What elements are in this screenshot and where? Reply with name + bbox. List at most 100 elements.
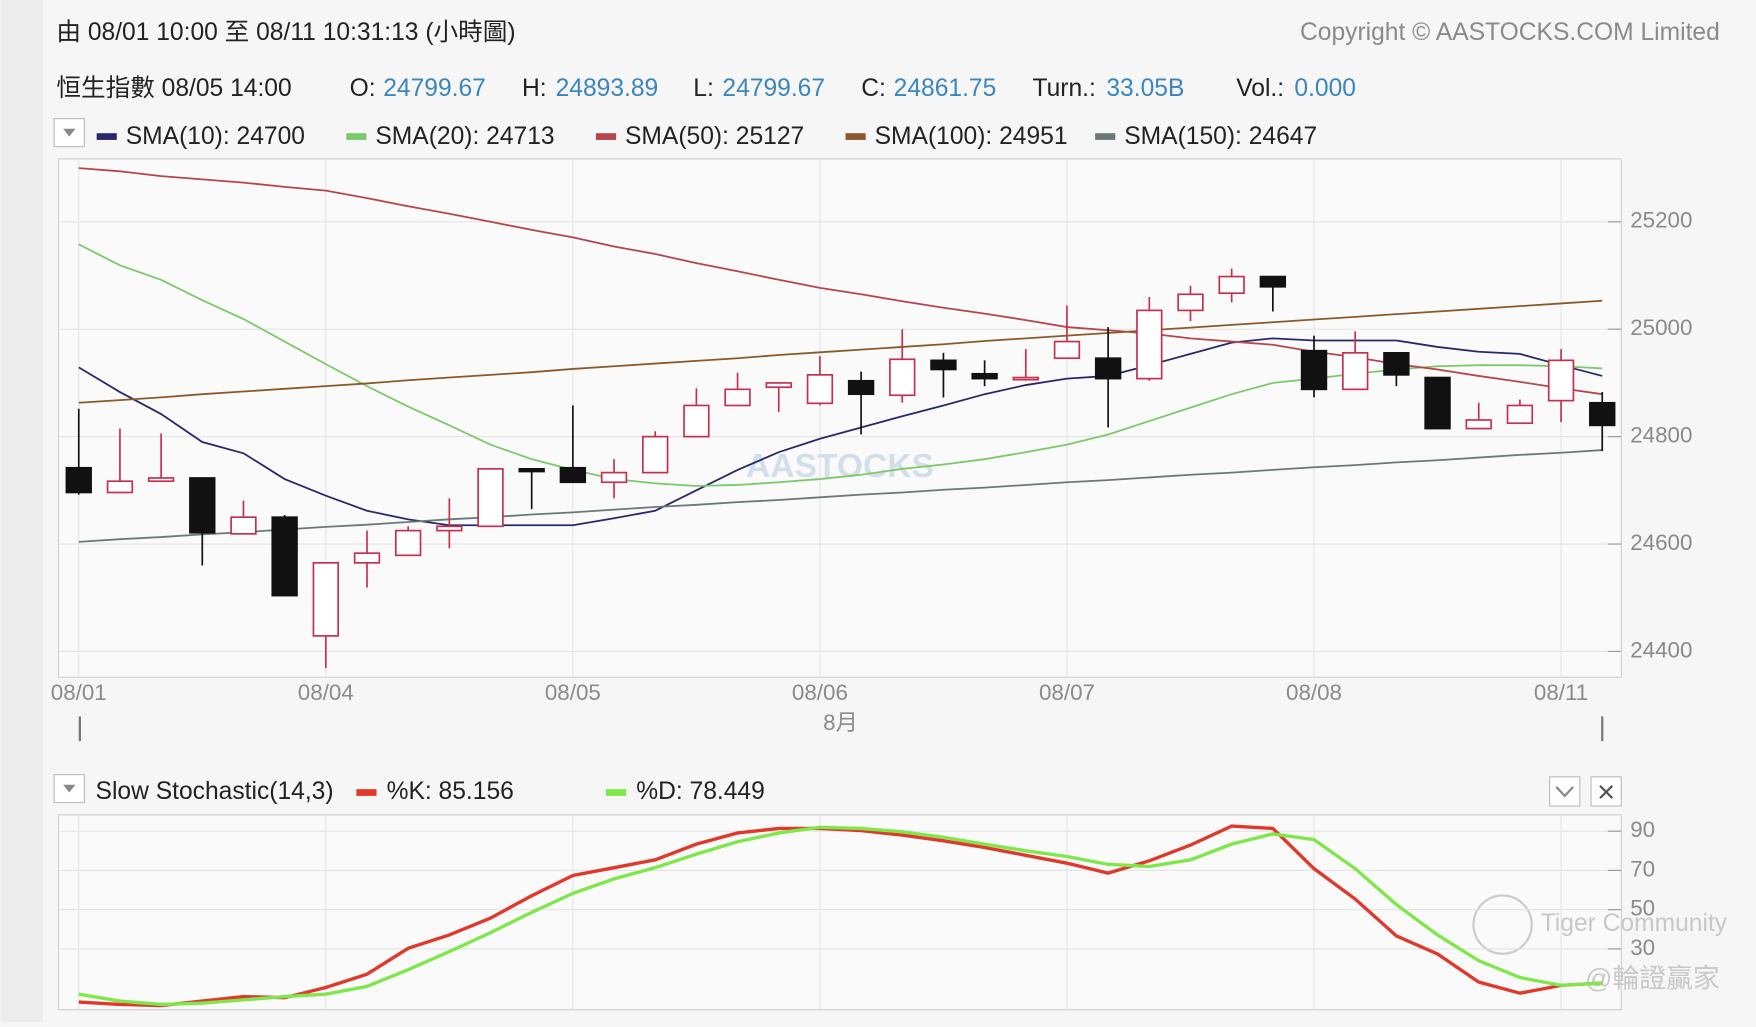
candle-body: [147, 477, 175, 483]
field-label: L:: [693, 75, 714, 102]
field-label: O:: [350, 75, 376, 102]
candle-body: [600, 471, 628, 484]
price-plot: [58, 158, 1622, 678]
legend-label: SMA(50): 25127: [625, 123, 804, 150]
collapse-icon: [1555, 786, 1574, 798]
y-tick-label: 24600: [1630, 530, 1692, 555]
field-label: H:: [522, 75, 547, 102]
candle-body: [230, 516, 257, 535]
range-title: 由 08/01 10:00 至 08/11 10:31:13 (小時圖): [56, 18, 515, 46]
candle-body: [1547, 359, 1575, 402]
dropdown-arrow: [63, 128, 76, 137]
dropdown-button[interactable]: [53, 118, 85, 148]
legend-swatch: [1095, 133, 1116, 140]
candle-body: [765, 382, 792, 389]
legend-swatch: [845, 133, 866, 140]
watermark: @輪證贏家: [1585, 964, 1720, 994]
candle-body: [1136, 309, 1163, 380]
watermark: Tiger Community: [1541, 910, 1728, 937]
y-tick-label: 90: [1630, 817, 1655, 842]
candle-body: [353, 552, 381, 564]
candle-body: [724, 388, 751, 407]
candle-body: [1341, 351, 1369, 391]
candle-body: [1053, 340, 1081, 360]
copyright: Copyright © AASTOCKS.COM Limited: [1300, 19, 1720, 46]
candle-body: [189, 477, 216, 534]
candle-body: [1506, 404, 1534, 425]
candle-body: [106, 480, 134, 494]
legend-swatch: [346, 133, 367, 140]
y-tick-label: 24800: [1630, 423, 1692, 448]
candle-body: [683, 404, 710, 438]
candle-body: [1383, 351, 1410, 376]
candle-body: [1424, 376, 1451, 430]
candle-body: [1177, 293, 1204, 312]
y-tick-label: 25000: [1630, 315, 1692, 340]
candle-body: [436, 525, 463, 532]
legend-swatch: [605, 789, 627, 796]
field-value: 24861.75: [894, 75, 997, 102]
legend-swatch: [595, 133, 617, 140]
candle-body: [1300, 349, 1328, 391]
side-strip: [0, 0, 43, 1022]
x-tick-label: 08/06: [792, 680, 848, 705]
y-tick-label: 70: [1630, 856, 1655, 881]
dropdown-arrow: [63, 784, 76, 793]
legend-swatch: [356, 789, 377, 796]
sma-line: [78, 337, 1603, 527]
field-label: Turn.:: [1032, 75, 1095, 102]
collapse-button[interactable]: [1549, 776, 1581, 807]
legend-label: SMA(20): 24713: [375, 123, 554, 150]
stoch-plot: [58, 814, 1622, 1011]
candle-body: [394, 529, 422, 557]
candle-body: [1012, 376, 1039, 381]
field-value: 24799.67: [383, 75, 486, 102]
field-value: 24799.67: [722, 75, 825, 102]
watermark: AASTOCKS: [746, 448, 934, 485]
x-tick-label: 08/11: [1534, 680, 1588, 705]
close-icon: [1599, 785, 1614, 799]
y-tick-label: 50: [1630, 896, 1655, 921]
candle-body: [971, 372, 998, 380]
legend-label: SMA(150): 24647: [1124, 123, 1317, 150]
field-value: 24893.89: [556, 75, 659, 102]
candle-body: [1465, 419, 1492, 430]
field-value: 33.05B: [1106, 75, 1184, 102]
x-tick-label: 08/08: [1286, 680, 1342, 705]
candle-body: [1259, 275, 1287, 288]
index-time: 恒生指數 08/05 14:00: [56, 74, 291, 102]
y-tick-label: 24400: [1630, 637, 1692, 662]
legend-swatch: [96, 133, 117, 140]
field-label: Vol.:: [1236, 75, 1284, 102]
candle-body: [806, 374, 834, 405]
sma-line: [78, 299, 1603, 404]
candle-body: [889, 358, 916, 397]
sma-line: [78, 449, 1603, 543]
candle-body: [312, 561, 340, 637]
candle-body: [642, 435, 669, 474]
legend-label: %K: 85.156: [387, 778, 514, 805]
y-tick-label: 30: [1630, 935, 1655, 960]
watermark-logo: [1472, 894, 1533, 955]
legend-label: SMA(10): 24700: [126, 123, 305, 150]
field-label: C:: [861, 75, 886, 102]
field-value: 0.000: [1294, 75, 1356, 102]
x-tick-label: 08/04: [298, 680, 354, 705]
legend-label: %D: 78.449: [636, 778, 765, 805]
candle-body: [559, 466, 587, 484]
candle-body: [1094, 357, 1122, 380]
legend-label: SMA(100): 24951: [875, 123, 1068, 150]
stoch-line: [78, 825, 1603, 1007]
candle-body: [930, 359, 957, 371]
candle-body: [65, 466, 92, 494]
candle-body: [271, 516, 298, 597]
plot-layer: 24400 24600 24800 25000 25200 08/01 08/04 08/05…: [51, 158, 1692, 1010]
x-tick-label: 08/07: [1039, 680, 1095, 705]
x-sublabel: 8月: [823, 710, 858, 735]
candle-body: [1218, 275, 1245, 295]
x-tick-label: 08/01: [51, 680, 107, 705]
candle-body: [847, 379, 875, 396]
panel-title: Slow Stochastic(14,3): [96, 778, 334, 805]
candle-body: [477, 468, 504, 528]
